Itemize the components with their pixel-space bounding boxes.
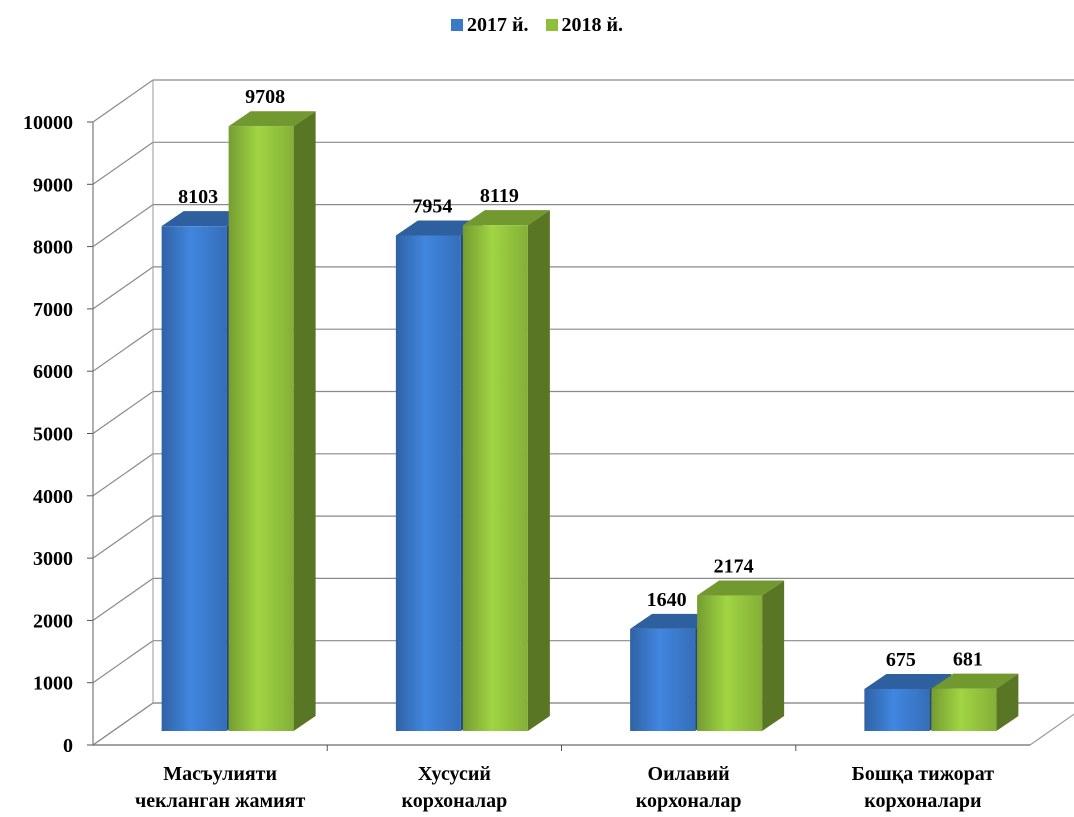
y-tick-label: 7000 xyxy=(33,299,73,321)
bar-side xyxy=(527,210,550,732)
chart-legend: 2017 й. 2018 й. xyxy=(0,14,1074,37)
y-tick-label: 6000 xyxy=(33,361,73,383)
bar-front xyxy=(931,688,997,731)
data-label: 675 xyxy=(886,649,916,671)
y-tick-label: 10000 xyxy=(23,112,73,134)
y-tick-label: 8000 xyxy=(33,237,73,259)
x-tick-label-line: Хусусий xyxy=(418,763,491,785)
bar-top xyxy=(864,673,952,689)
data-label: 7954 xyxy=(412,195,452,217)
legend-item-2017: 2017 й. xyxy=(450,14,529,37)
gridline-side xyxy=(92,453,154,497)
bar-side xyxy=(293,111,316,732)
gridline-side xyxy=(92,79,154,123)
bar-2018 xyxy=(697,580,785,731)
bar-top xyxy=(630,613,718,629)
bar-2018 xyxy=(462,210,550,732)
x-tick-label: Хусусий корхоналар xyxy=(402,763,508,812)
y-tick-label: 0 xyxy=(63,735,73,757)
x-tick-label-line: Оилавий xyxy=(648,763,730,785)
bar-front xyxy=(864,688,930,731)
gridline-side xyxy=(92,391,154,434)
bar-2018 xyxy=(931,673,1019,731)
gridline-side xyxy=(92,328,154,372)
bar-2018 xyxy=(228,111,316,732)
data-label: 8119 xyxy=(480,185,519,207)
y-tick-label: 1000 xyxy=(33,673,73,695)
data-label: 9708 xyxy=(245,86,285,108)
bar-top xyxy=(931,673,1019,689)
legend-label-2018: 2018 й. xyxy=(561,14,624,36)
bar-front xyxy=(462,225,528,732)
gridline-side xyxy=(92,515,154,559)
x-tick-label-line: корхоналар xyxy=(636,790,742,812)
x-tick-label: Бошқа тижорат корхоналари xyxy=(852,763,995,812)
x-tick-label: Масъулияти чекланган жамият xyxy=(135,763,305,812)
gridline-side xyxy=(92,141,154,185)
bar-top xyxy=(228,111,316,127)
gridline-side xyxy=(92,266,154,310)
bar-front xyxy=(161,226,227,731)
y-tick-label: 9000 xyxy=(33,174,73,196)
bar-front xyxy=(630,628,696,731)
bar-top xyxy=(395,220,483,236)
data-label: 681 xyxy=(953,649,983,671)
legend-item-2018: 2018 й. xyxy=(545,14,624,37)
gridline-side xyxy=(92,640,154,684)
x-tick-label-line: корхоналар xyxy=(402,790,508,812)
data-label: 8103 xyxy=(178,186,218,208)
legend-swatch-2017 xyxy=(450,19,463,31)
x-tick-label-line: корхоналари xyxy=(864,790,981,812)
bar-top xyxy=(161,211,249,227)
x-tick-label: Оилавий корхоналар xyxy=(636,763,742,812)
bar-front xyxy=(228,126,294,732)
legend-swatch-2018 xyxy=(545,19,558,31)
y-tick-label: 4000 xyxy=(33,486,73,508)
data-label: 1640 xyxy=(647,589,687,611)
bar-top xyxy=(697,580,785,596)
x-tick-label-line: Бошқа тижорат xyxy=(852,763,995,785)
data-label: 2174 xyxy=(714,556,754,578)
gridline-side xyxy=(92,702,154,746)
bar-top xyxy=(462,210,550,226)
y-tick-label: 5000 xyxy=(33,424,73,446)
bar-front xyxy=(395,235,461,731)
bar-side xyxy=(996,673,1019,731)
bar-front xyxy=(697,595,763,731)
y-tick-label: 2000 xyxy=(33,610,73,632)
x-tick-label-line: Масъулияти xyxy=(163,763,277,785)
y-tick-label: 3000 xyxy=(33,548,73,570)
gridline-side xyxy=(92,577,154,621)
x-tick-label-line: чекланган жамият xyxy=(135,790,305,812)
gridline-side xyxy=(92,204,154,248)
legend-label-2017: 2017 й. xyxy=(466,14,529,36)
bar-side xyxy=(762,580,785,731)
